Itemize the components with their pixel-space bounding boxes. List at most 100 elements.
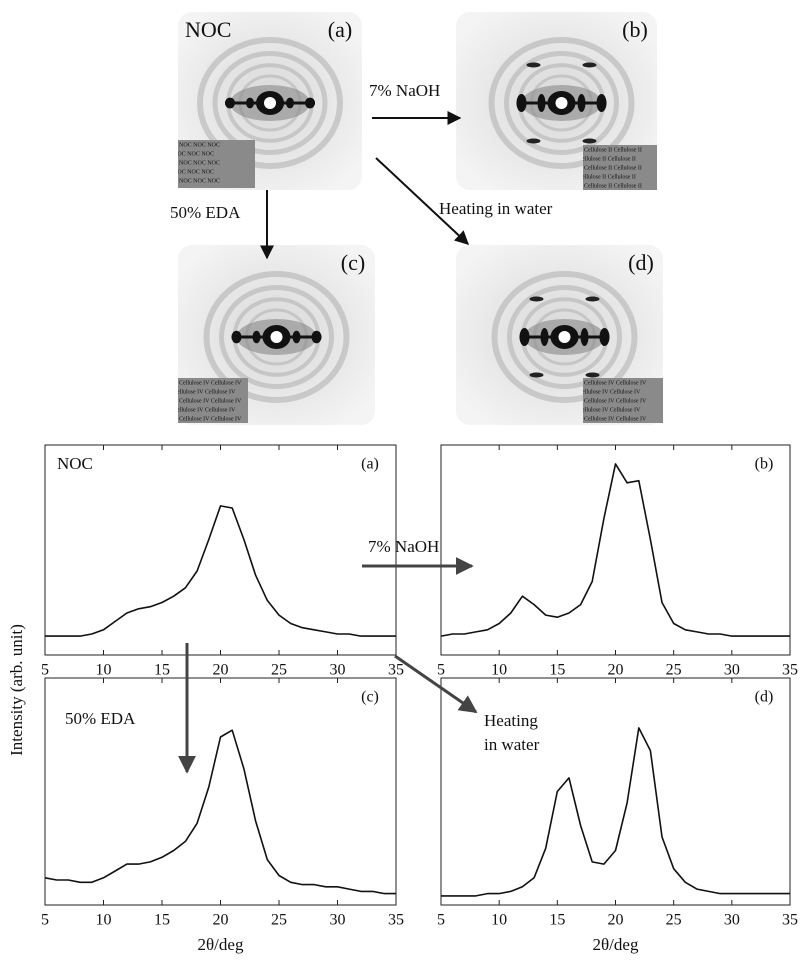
plot-frame (44, 444, 397, 656)
tag-label: NOC NOC NOC (179, 142, 220, 148)
x-tick-label: 5 (437, 912, 445, 929)
xrd-curve (45, 505, 396, 637)
tag-label: Cellulose IV Cellulose IV (578, 389, 641, 395)
x-tick-label: 15 (154, 912, 170, 929)
beam-stop (264, 97, 276, 109)
x-tick-label: 30 (724, 662, 740, 679)
x-tick-label: 20 (213, 912, 229, 929)
arrow-label: 7% NaOH (368, 537, 439, 556)
diffraction-spot (292, 330, 301, 344)
beam-stop (270, 331, 283, 343)
diffraction-spot (286, 97, 294, 109)
arrow-label: 50% EDA (65, 709, 136, 728)
x-tick-label: 5 (41, 662, 49, 679)
diffraction-ring (507, 285, 622, 389)
x-tick-label: 25 (666, 662, 682, 679)
diffraction-arc (585, 296, 600, 302)
x-tick-label: 5 (437, 662, 445, 679)
tag-text: NOC NOC NOC NOC NOC NOC NOC NOC NOC NOC NOC… (173, 142, 220, 184)
arrow (394, 654, 478, 714)
x-tick-label: 35 (782, 662, 798, 679)
diffraction-spot (252, 330, 261, 344)
tag-label: NOC NOC NOC (179, 160, 220, 166)
x-tick-label: 20 (608, 662, 624, 679)
tag-box (583, 145, 657, 190)
x-axis-label: 2θ/deg (198, 935, 244, 954)
diffraction-ring (504, 51, 619, 155)
tag-box (583, 378, 663, 423)
diffraction-ring (219, 285, 334, 389)
diffraction-arc (582, 138, 597, 144)
diffraction-spot (519, 328, 530, 346)
pattern-label: (a) (328, 17, 352, 42)
diffraction-ring (212, 51, 328, 155)
panel-label: (c) (361, 689, 379, 706)
x-tick-label: 10 (96, 912, 112, 929)
diffraction-arc (526, 62, 541, 68)
diffraction-ring (491, 271, 638, 403)
x-tick-label: 20 (608, 912, 624, 929)
tag-label: Cellulose IV Cellulose IV (179, 380, 242, 386)
arrow-label: 50% EDA (170, 203, 241, 222)
tag-label: Cellulose IV Cellulose IV (578, 407, 641, 413)
x-tick-label: 15 (549, 912, 565, 929)
x-tick-label: 10 (491, 662, 507, 679)
tag-label: Cellulose II Cellulose II (584, 147, 642, 153)
x-tick-label: 15 (154, 662, 170, 679)
arrow-label: in water (484, 735, 540, 754)
y-axis-label: Intensity (arb. unit) (7, 624, 26, 756)
tag-label: Cellulose II Cellulose II (578, 156, 636, 162)
tag-label: Cellulose IV Cellulose IV (173, 407, 236, 413)
tag-label: Cellulose II Cellulose II (578, 174, 636, 180)
tag-label: NOC NOC NOC (179, 178, 220, 184)
tag-label: NOC NOC NOC (173, 151, 214, 157)
beam-stop (555, 97, 568, 109)
x-tick-label: 10 (96, 662, 112, 679)
x-tick-label: 25 (271, 662, 287, 679)
panel-label: (a) (361, 456, 379, 473)
x-tick-label: 30 (724, 912, 740, 929)
diffraction-spot (246, 97, 254, 109)
diffraction-ring (488, 37, 635, 169)
tag-label: Cellulose IV Cellulose IV (179, 398, 242, 404)
xrd-curve (440, 463, 790, 637)
diffraction-arc (529, 372, 544, 378)
pattern-title: NOC (185, 17, 231, 42)
arrow-label: Heating in water (439, 199, 553, 218)
plot-frame (440, 444, 791, 656)
tag-label: Cellulose II Cellulose II (584, 183, 642, 189)
tag-label: NOC NOC NOC (173, 169, 214, 175)
diffraction-spot (599, 328, 610, 346)
tag-text: Cellulose IV Cellulose IV Cellulose IV Ce… (578, 380, 647, 422)
panel-annotation: NOC (57, 454, 93, 473)
xrd-curve (44, 729, 396, 895)
diffraction-spot (540, 328, 549, 346)
x-tick-label: 35 (388, 662, 404, 679)
x-tick-label: 35 (388, 912, 404, 929)
x-tick-label: 30 (330, 912, 346, 929)
diffraction-spot (311, 330, 322, 344)
x-tick-label: 5 (41, 912, 49, 929)
x-tick-label: 15 (549, 662, 565, 679)
x-tick-label: 30 (330, 662, 346, 679)
diffraction-spot (580, 328, 589, 346)
tag-label: Cellulose II Cellulose II (584, 165, 642, 171)
diffraction-arc (585, 372, 600, 378)
arrow (375, 157, 470, 245)
tag-label: Cellulose IV Cellulose IV (584, 380, 647, 386)
tag-label: Cellulose IV Cellulose IV (173, 389, 236, 395)
panel-label: (d) (755, 689, 774, 706)
diffraction-spot (305, 97, 315, 109)
tag-box (178, 140, 255, 188)
diffraction-spot (225, 97, 235, 109)
diffraction-arc (529, 296, 544, 302)
diffraction-spot (577, 94, 586, 112)
pattern-label: (b) (622, 17, 648, 42)
xrd-curve (441, 727, 790, 897)
diffraction-spot (596, 94, 607, 112)
tag-text: Cellulose II Cellulose II Cellulose II Ce… (578, 147, 642, 189)
x-axis-label: 2θ/deg (593, 935, 639, 954)
diffraction-spot (537, 94, 546, 112)
x-tick-label: 35 (782, 912, 798, 929)
